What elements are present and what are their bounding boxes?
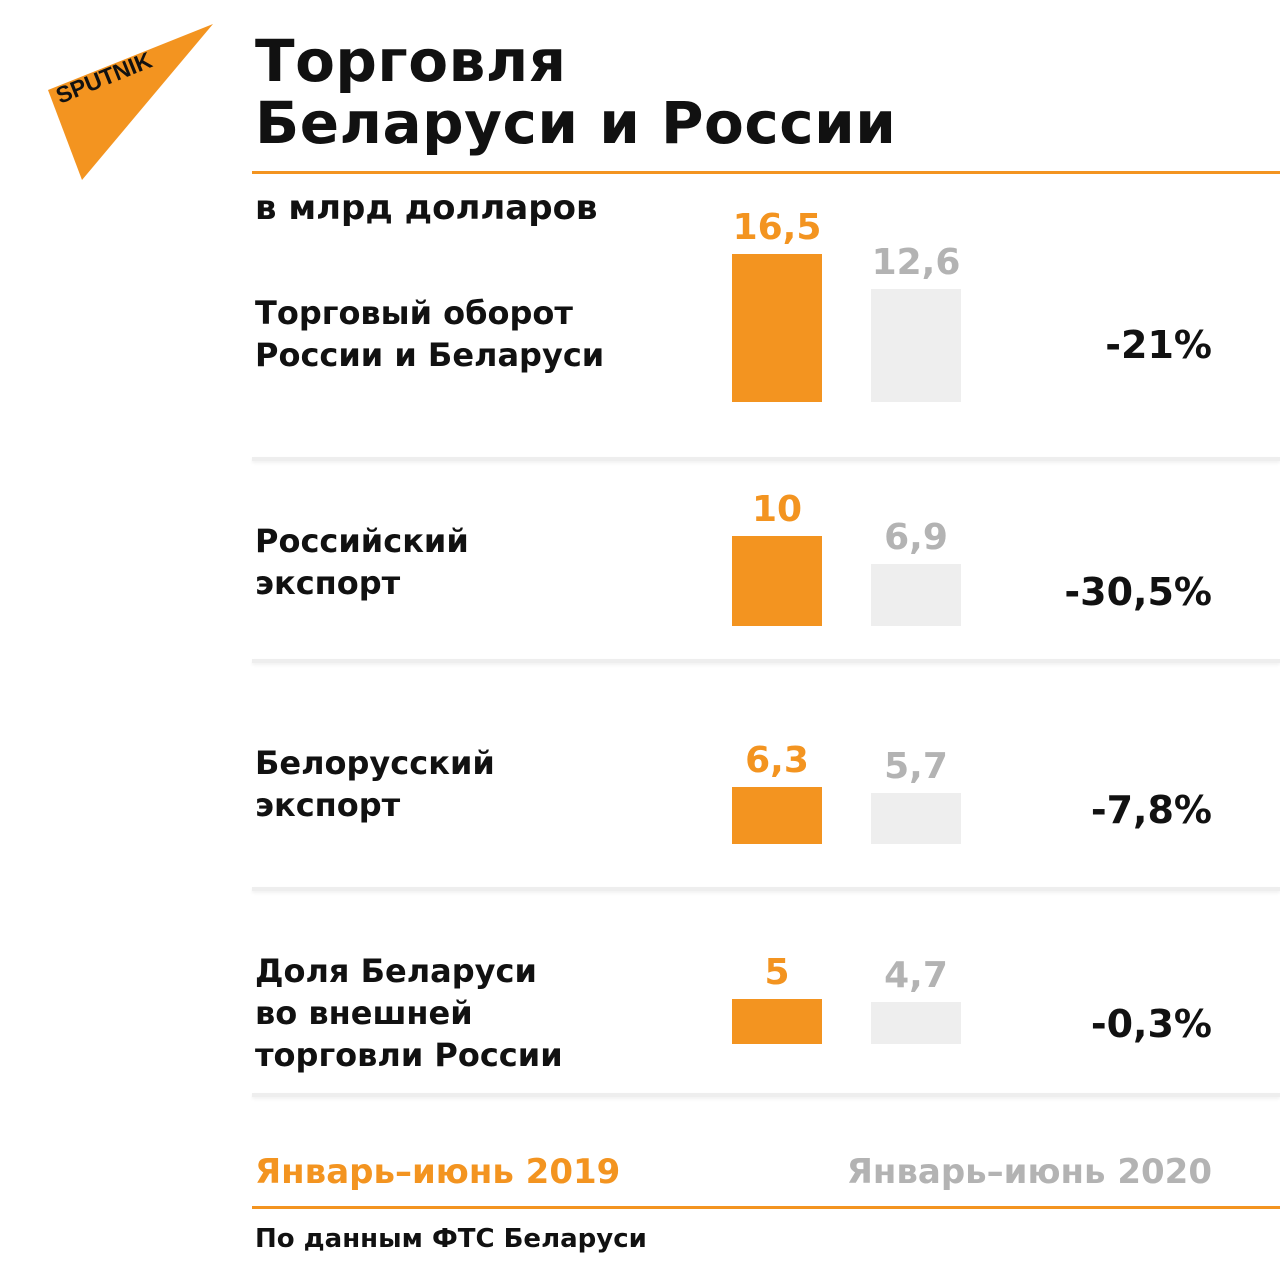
change-percent: -7,8% (1090, 788, 1212, 832)
category-label-line: торговли России (255, 1036, 563, 1074)
legend-2020: Январь–июнь 2020 (846, 1152, 1212, 1192)
bar-2020 (871, 792, 961, 844)
bar-2019 (732, 787, 822, 844)
category-label-line: Торговый оборот (255, 294, 573, 332)
category-label-line: экспорт (255, 786, 401, 824)
change-percent: -30,5% (1064, 570, 1212, 614)
category-label: Российский экспорт (255, 520, 469, 604)
category-label-line: Белорусский (255, 744, 495, 782)
source-note: По данным ФТС Беларуси (255, 1224, 647, 1254)
value-label-2020: 6,9 (884, 516, 948, 558)
category-label: Доля Беларуси во внешней торговли России (255, 950, 563, 1076)
bar-2020 (871, 288, 961, 402)
bar-2020 (871, 1001, 961, 1044)
bar-2019 (732, 253, 822, 402)
footer-rule (252, 1206, 1280, 1209)
value-label-2020: 4,7 (884, 954, 948, 996)
bar-2020 (871, 563, 961, 626)
row-divider (252, 457, 1280, 461)
title-line-1: Торговля (255, 27, 567, 95)
value-label-2020: 12,6 (871, 241, 961, 283)
row-divider (252, 1093, 1280, 1097)
value-label-2019: 6,3 (745, 740, 809, 782)
title-line-2: Беларуси и России (255, 89, 897, 157)
value-label-2019: 5 (764, 952, 790, 993)
category-label: Торговый оборот России и Беларуси (255, 292, 604, 376)
row-divider (252, 887, 1280, 891)
category-label-line: Российский (255, 522, 469, 560)
category-label-line: Доля Беларуси (255, 952, 537, 990)
change-percent: -21% (1105, 323, 1212, 367)
category-label: Белорусский экспорт (255, 742, 495, 826)
bar-2019 (732, 999, 822, 1044)
category-label-line: экспорт (255, 564, 401, 602)
value-label-2019: 16,5 (732, 206, 822, 248)
category-label-line: во внешней (255, 994, 473, 1032)
legend-2019: Январь–июнь 2019 (255, 1152, 621, 1192)
sputnik-logo: SPUTNIK (48, 24, 213, 180)
chart-subtitle: в млрд долларов (255, 188, 598, 228)
bar-2019 (732, 536, 822, 626)
title-rule (252, 171, 1280, 174)
value-label-2019: 10 (751, 489, 803, 530)
value-label-2020: 5,7 (884, 745, 948, 787)
row-divider (252, 659, 1280, 663)
category-label-line: России и Беларуси (255, 336, 605, 374)
page-title: Торговля Беларуси и России (255, 30, 896, 154)
change-percent: -0,3% (1090, 1002, 1212, 1046)
